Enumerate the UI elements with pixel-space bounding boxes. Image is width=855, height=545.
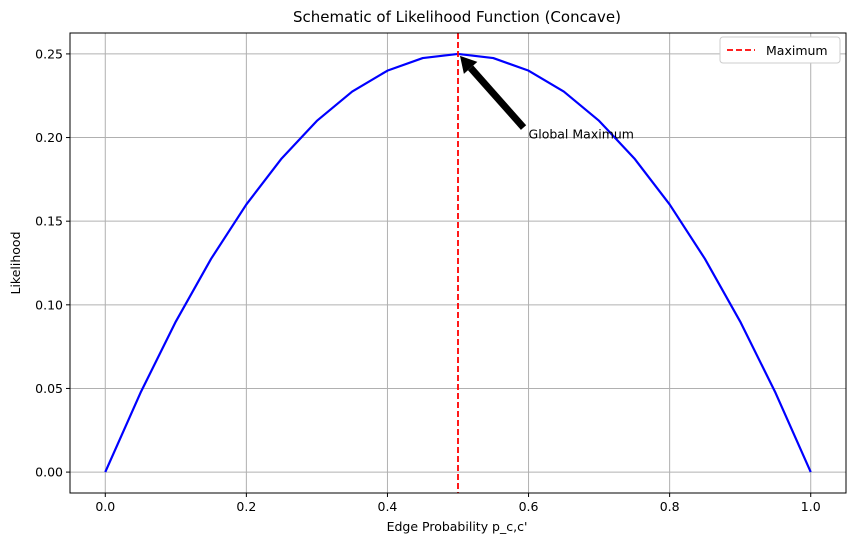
annotation-text: Global Maximum xyxy=(529,127,634,142)
y-tick-label: 0.25 xyxy=(35,46,63,61)
x-tick-label: 0.0 xyxy=(95,499,115,514)
x-tick-label: 0.6 xyxy=(519,499,539,514)
x-tick-label: 0.8 xyxy=(660,499,680,514)
annotation-layer: Global Maximum xyxy=(460,55,634,142)
plot-frame xyxy=(69,32,847,494)
annotation-arrow-shaft xyxy=(467,65,527,130)
legend-box xyxy=(719,36,841,64)
y-tick-label: 0.05 xyxy=(35,381,63,396)
annotation-arrow-head xyxy=(460,55,478,74)
y-tick-label: 0.10 xyxy=(35,297,63,312)
x-tick-label: 0.4 xyxy=(378,499,398,514)
y-axis-label: Likelihood xyxy=(8,231,23,294)
legend-label-maximum: Maximum xyxy=(766,43,828,58)
x-axis-label: Edge Probability p_c,c' xyxy=(387,519,528,534)
x-tick-label: 0.2 xyxy=(236,499,256,514)
legend: Maximum xyxy=(719,36,841,64)
y-tick-label: 0.15 xyxy=(35,214,63,229)
x-tick-label: 1.0 xyxy=(801,499,821,514)
y-axis-ticks: 0.00 0.05 0.10 0.15 0.20 0.25 xyxy=(35,46,70,480)
x-axis-ticks: 0.0 0.2 0.4 0.6 0.8 1.0 xyxy=(95,493,821,514)
chart-title: Schematic of Likelihood Function (Concav… xyxy=(293,8,621,26)
y-tick-label: 0.00 xyxy=(35,465,63,480)
y-tick-label: 0.20 xyxy=(35,130,63,145)
